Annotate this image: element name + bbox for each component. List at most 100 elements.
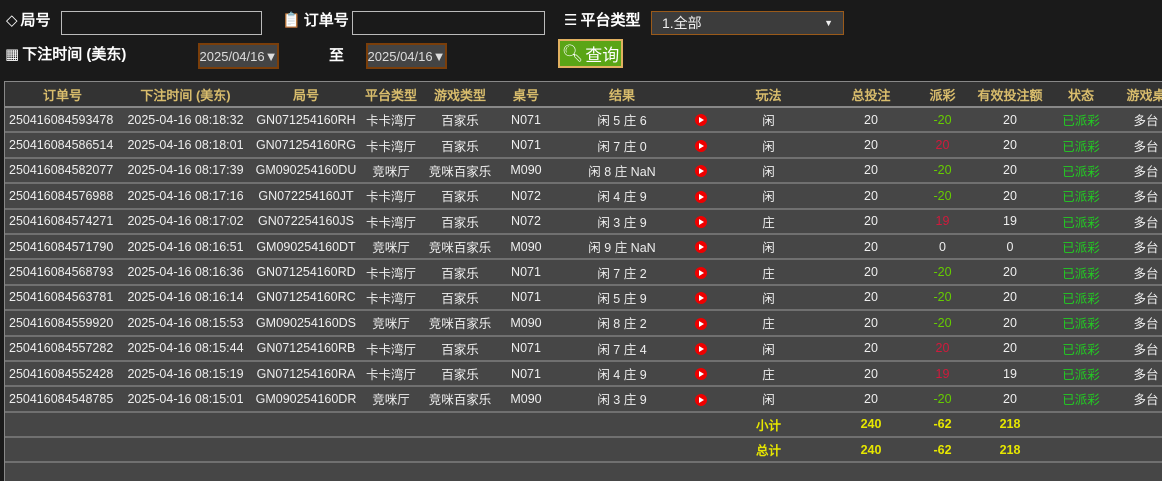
column-header[interactable]: 状态 (1051, 82, 1111, 108)
game-type-cell: 百家乐 (421, 208, 499, 235)
play-video-icon[interactable] (695, 139, 707, 152)
play-video-icon[interactable] (695, 165, 707, 178)
table-row: 250416084571790 2025-04-16 08:16:51 GM0902… (5, 233, 1162, 261)
platform-cell: 卡卡湾厅 (361, 360, 421, 388)
round-id-cell: GN071254160RG (251, 132, 361, 159)
game-type-cell: 百家乐 (421, 259, 499, 286)
column-header[interactable]: 游戏桌 (1111, 82, 1162, 108)
table-id-cell: M090 (499, 386, 553, 413)
cell (691, 411, 711, 439)
total-bet-cell: 20 (826, 284, 916, 312)
result-cell: 闲 5 庄 6 (553, 107, 691, 134)
valid-bet-cell: 20 (969, 284, 1051, 312)
result-cell: 闲 4 庄 9 (553, 360, 691, 388)
game-type-cell: 竞咪百家乐 (421, 233, 499, 261)
game-table-cell: 多台 (1111, 183, 1162, 210)
game-type-cell: 百家乐 (421, 183, 499, 210)
table-row: 250416084563781 2025-04-16 08:16:14 GN0712… (5, 284, 1162, 312)
order-id-cell: 250416084557282 (5, 335, 120, 362)
date-to-picker[interactable]: 2025/04/16▼ (366, 43, 447, 69)
play-video-icon[interactable] (695, 368, 707, 381)
round-id-cell: GN071254160RH (251, 107, 361, 134)
bet-type-cell: 闲 (711, 107, 826, 134)
column-header[interactable]: 总投注 (826, 82, 916, 108)
valid-bet-cell: 19 (969, 360, 1051, 388)
total-bet-cell: 20 (826, 360, 916, 388)
play-video-icon[interactable] (695, 317, 707, 330)
bet-type-cell: 闲 (711, 335, 826, 362)
total-bet-cell: 20 (826, 157, 916, 185)
payout-cell: 19 (916, 360, 969, 388)
video-cell[interactable] (691, 157, 711, 185)
play-video-icon[interactable] (695, 190, 707, 203)
round-input[interactable] (61, 11, 262, 35)
video-cell[interactable] (691, 284, 711, 312)
payout-cell: -20 (916, 386, 969, 413)
bet-time-cell: 2025-04-16 08:18:01 (120, 132, 251, 159)
column-header[interactable]: 桌号 (499, 82, 553, 108)
table-row: 250416084548785 2025-04-16 08:15:01 GM0902… (5, 386, 1162, 413)
order-input[interactable] (352, 11, 545, 35)
table-id-cell: N071 (499, 132, 553, 159)
game-type-cell: 竞咪百家乐 (421, 157, 499, 185)
play-video-icon[interactable] (695, 266, 707, 279)
status-cell: 已派彩 (1051, 259, 1111, 286)
valid-bet-cell: 20 (969, 107, 1051, 134)
table-id-cell: N071 (499, 284, 553, 312)
video-cell[interactable] (691, 310, 711, 337)
column-header[interactable]: 订单号 (5, 82, 120, 108)
play-video-icon[interactable] (695, 114, 707, 127)
column-header[interactable]: 派彩 (916, 82, 969, 108)
column-header[interactable] (691, 82, 711, 108)
date-from-picker[interactable]: 2025/04/16▼ (198, 43, 279, 69)
game-type-cell: 百家乐 (421, 360, 499, 388)
column-header[interactable]: 游戏类型 (421, 82, 499, 108)
column-header[interactable]: 有效投注额 (969, 82, 1051, 108)
order-id-cell: 250416084582077 (5, 157, 120, 185)
game-table-cell: 多台 (1111, 310, 1162, 337)
video-cell[interactable] (691, 132, 711, 159)
total-bet-cell: 20 (826, 233, 916, 261)
bet-type-cell: 庄 (711, 259, 826, 286)
video-cell[interactable] (691, 208, 711, 235)
column-header[interactable]: 下注时间 (美东) (120, 82, 251, 108)
video-cell[interactable] (691, 233, 711, 261)
column-header[interactable]: 平台类型 (361, 82, 421, 108)
bet-type-cell: 闲 (711, 386, 826, 413)
cell (499, 411, 553, 439)
total-valid: 218 (969, 437, 1051, 464)
payout-cell: -20 (916, 183, 969, 210)
platform-select[interactable]: 1.全部 ▼ (651, 11, 844, 35)
play-video-icon[interactable] (695, 215, 707, 228)
game-table-cell: 多台 (1111, 233, 1162, 261)
table-row: 250416084557282 2025-04-16 08:15:44 GN0712… (5, 335, 1162, 362)
to-label: 至 (329, 47, 345, 64)
query-button[interactable]: 🔍︎ 查询 (558, 39, 623, 68)
column-header[interactable]: 玩法 (711, 82, 826, 108)
total-row: 总计 240 -62 218 (5, 437, 1162, 464)
result-cell: 闲 7 庄 0 (553, 132, 691, 159)
video-cell[interactable] (691, 107, 711, 134)
status-cell: 已派彩 (1051, 360, 1111, 388)
game-table-cell: 多台 (1111, 386, 1162, 413)
total-payout: -62 (916, 437, 969, 464)
column-header[interactable]: 结果 (553, 82, 691, 108)
play-video-icon[interactable] (695, 393, 707, 406)
column-header[interactable]: 局号 (251, 82, 361, 108)
bets-table: 订单号 下注时间 (美东) 局号 平台类型 游戏类型 桌号 结果 玩法 总投注 派彩 有效投注额 状态… (4, 81, 1162, 481)
play-video-icon[interactable] (695, 241, 707, 254)
play-video-icon[interactable] (695, 342, 707, 355)
table-row: 250416084582077 2025-04-16 08:17:39 GM0902… (5, 157, 1162, 185)
round-id-cell: GN071254160RA (251, 360, 361, 388)
total-bet-cell: 20 (826, 335, 916, 362)
play-video-icon[interactable] (695, 292, 707, 305)
status-cell: 已派彩 (1051, 284, 1111, 312)
result-cell: 闲 7 庄 2 (553, 259, 691, 286)
video-cell[interactable] (691, 335, 711, 362)
game-table-cell: 多台 (1111, 360, 1162, 388)
video-cell[interactable] (691, 386, 711, 413)
clipboard-icon: 📋 (282, 11, 301, 29)
video-cell[interactable] (691, 183, 711, 210)
video-cell[interactable] (691, 360, 711, 388)
video-cell[interactable] (691, 259, 711, 286)
